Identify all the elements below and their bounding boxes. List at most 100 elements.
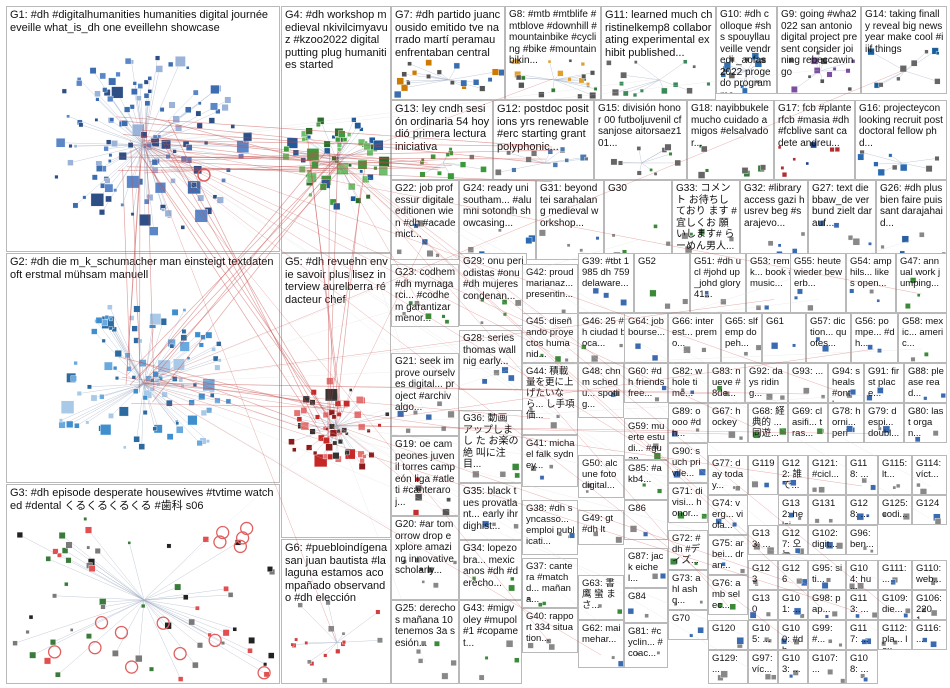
graph-node[interactable]	[151, 167, 159, 174]
group-g95[interactable]: G95: siti...	[808, 560, 846, 590]
group-g8[interactable]: G8: #mtb #mtblife #mtblove #downhill #mo…	[505, 6, 601, 100]
graph-node[interactable]	[828, 639, 833, 644]
graph-node[interactable]	[194, 331, 201, 338]
graph-node[interactable]	[174, 124, 183, 132]
group-g73[interactable]: G73: ahl ashq...	[668, 570, 708, 610]
graph-node[interactable]	[68, 143, 73, 148]
graph-node[interactable]	[366, 428, 371, 433]
graph-node[interactable]	[771, 674, 777, 680]
group-g7[interactable]: G7: #dh partido juancousido emitido tve …	[391, 6, 505, 100]
graph-node[interactable]	[112, 365, 118, 371]
graph-node[interactable]	[174, 583, 182, 591]
graph-node[interactable]	[618, 160, 623, 166]
graph-node[interactable]	[617, 660, 624, 667]
graph-node[interactable]	[74, 422, 80, 429]
graph-node[interactable]	[436, 69, 442, 75]
graph-node[interactable]	[59, 418, 63, 423]
graph-node[interactable]	[377, 423, 382, 428]
graph-node[interactable]	[824, 614, 829, 619]
graph-node[interactable]	[514, 58, 521, 65]
graph-node[interactable]	[300, 157, 307, 163]
graph-node[interactable]	[484, 656, 489, 660]
graph-node[interactable]	[816, 428, 823, 435]
graph-node[interactable]	[306, 148, 320, 161]
group-g124[interactable]: G124	[912, 495, 947, 525]
graph-node[interactable]	[315, 414, 320, 420]
graph-node[interactable]	[91, 174, 98, 181]
graph-node[interactable]	[551, 87, 556, 93]
graph-node[interactable]	[172, 376, 178, 382]
graph-node[interactable]	[197, 101, 202, 106]
graph-node[interactable]	[328, 625, 335, 632]
graph-node[interactable]	[892, 164, 898, 171]
graph-node[interactable]	[222, 629, 230, 637]
graph-node[interactable]	[419, 171, 426, 178]
graph-node[interactable]	[348, 182, 356, 191]
graph-node[interactable]	[585, 489, 589, 494]
graph-node[interactable]	[217, 358, 222, 363]
graph-node[interactable]	[426, 249, 434, 257]
graph-node[interactable]	[815, 336, 821, 342]
graph-node[interactable]	[539, 475, 545, 480]
graph-node[interactable]	[195, 110, 202, 117]
graph-node[interactable]	[78, 122, 84, 128]
graph-node[interactable]	[172, 115, 180, 123]
group-g112[interactable]: G112: pla... lex...	[878, 620, 912, 650]
group-g113[interactable]: G113: ...	[846, 590, 878, 620]
graph-node[interactable]	[83, 517, 88, 521]
graph-node[interactable]	[138, 359, 147, 367]
graph-node[interactable]	[639, 88, 644, 93]
group-g80[interactable]: G80: last organ...	[904, 403, 947, 443]
group-g102[interactable]: G102: digit...	[808, 525, 846, 555]
graph-node[interactable]	[790, 479, 797, 486]
graph-node[interactable]	[25, 629, 30, 634]
group-g121[interactable]: G121: #cicl...	[808, 455, 846, 495]
graph-node[interactable]	[611, 233, 616, 238]
graph-node[interactable]	[934, 78, 941, 85]
graph-node[interactable]	[921, 607, 927, 613]
graph-node[interactable]	[102, 87, 108, 93]
graph-node[interactable]	[851, 59, 856, 64]
graph-node[interactable]	[916, 482, 921, 488]
graph-node[interactable]	[417, 219, 425, 227]
graph-node[interactable]	[764, 673, 772, 680]
graph-node[interactable]	[634, 60, 638, 64]
group-g62[interactable]: G62: mai mehar...	[578, 620, 624, 668]
graph-node[interactable]	[923, 396, 928, 401]
graph-node[interactable]	[447, 410, 455, 418]
graph-node[interactable]	[151, 159, 158, 166]
graph-node[interactable]	[94, 90, 101, 97]
graph-node[interactable]	[304, 641, 309, 645]
graph-node[interactable]	[441, 314, 446, 319]
graph-node[interactable]	[820, 78, 825, 84]
graph-node[interactable]	[227, 592, 234, 598]
graph-node[interactable]	[90, 193, 105, 207]
graph-node[interactable]	[106, 139, 112, 145]
group-g126[interactable]: G126	[778, 560, 808, 590]
graph-node[interactable]	[124, 106, 131, 113]
graph-node[interactable]	[329, 423, 335, 430]
group-g92[interactable]: G92: days riding...	[745, 363, 788, 403]
graph-node[interactable]	[202, 378, 216, 391]
graph-node[interactable]	[615, 536, 623, 544]
graph-node[interactable]	[154, 182, 167, 194]
graph-node[interactable]	[754, 60, 763, 68]
graph-node[interactable]	[223, 586, 229, 592]
group-g77[interactable]: G77: day today...	[708, 455, 748, 495]
graph-node[interactable]	[877, 168, 885, 176]
graph-node[interactable]	[556, 414, 561, 419]
graph-node[interactable]	[549, 464, 554, 469]
graph-node[interactable]	[652, 443, 659, 450]
graph-node[interactable]	[480, 297, 485, 302]
graph-node[interactable]	[356, 396, 364, 404]
graph-node[interactable]	[309, 399, 316, 406]
graph-node[interactable]	[521, 75, 526, 81]
graph-node[interactable]	[65, 541, 73, 549]
graph-node[interactable]	[144, 100, 151, 107]
graph-node[interactable]	[82, 195, 87, 200]
graph-node[interactable]	[94, 118, 99, 122]
group-g114[interactable]: G114: víct...	[912, 455, 947, 495]
graph-node[interactable]	[683, 346, 691, 354]
group-g83[interactable]: G83: nueve #8de...	[708, 363, 745, 403]
graph-node[interactable]	[695, 428, 700, 433]
